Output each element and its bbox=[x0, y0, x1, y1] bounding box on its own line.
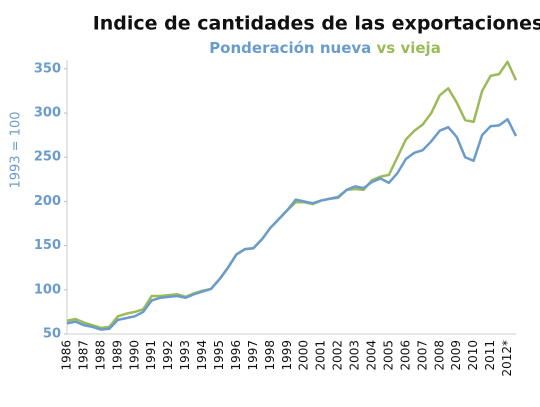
x-tick-label: 2011 bbox=[483, 340, 497, 371]
legend-entry: vieja bbox=[400, 39, 440, 57]
x-tick-label: 1996 bbox=[229, 340, 243, 371]
x-tick-label: 1995 bbox=[212, 340, 226, 371]
x-tick-label: 1993 bbox=[178, 340, 192, 371]
x-tick-label: 2009 bbox=[449, 340, 463, 371]
x-tick-label: 2006 bbox=[398, 340, 412, 371]
x-tick-label: 2008 bbox=[432, 340, 446, 371]
x-tick-label: 1987 bbox=[76, 340, 90, 371]
x-tick-label: 2005 bbox=[381, 340, 395, 371]
x-tick-label: 1994 bbox=[195, 340, 209, 371]
x-tick-label: 1989 bbox=[110, 340, 124, 371]
x-tick-label: 2010 bbox=[466, 340, 480, 371]
legend-entry: Ponderación nueva bbox=[209, 39, 371, 57]
x-tick-label: 2003 bbox=[348, 340, 362, 371]
x-tick-label: 2012* bbox=[500, 340, 514, 377]
series-line bbox=[66, 60, 518, 330]
x-tick-label: 1988 bbox=[93, 340, 107, 371]
y-tick-label: 50 bbox=[43, 327, 61, 342]
y-tick-label: 300 bbox=[34, 106, 61, 121]
x-tick-label: 1997 bbox=[246, 340, 260, 371]
x-tick-label: 1990 bbox=[127, 340, 141, 371]
x-tick-label: 2001 bbox=[314, 340, 328, 371]
x-tick-label: 1998 bbox=[263, 340, 277, 371]
y-tick-label: 200 bbox=[34, 194, 61, 209]
y-tick-label: 100 bbox=[34, 282, 61, 297]
x-tick-label: 2004 bbox=[364, 340, 378, 371]
legend-separator: vs bbox=[377, 39, 396, 57]
chart-title: Indice de cantidades de las exportacione… bbox=[93, 13, 540, 35]
y-tick-label: 150 bbox=[34, 238, 61, 253]
x-tick-label: 1999 bbox=[280, 340, 294, 371]
x-tick-label: 2000 bbox=[297, 340, 311, 371]
x-tick-label: 1986 bbox=[60, 340, 74, 371]
legend: Ponderación nueva vs vieja bbox=[209, 39, 441, 57]
y-axis-label: 1993 = 100 bbox=[9, 111, 24, 188]
series-line bbox=[66, 117, 518, 331]
x-tick-label: 1992 bbox=[161, 340, 175, 371]
x-tick-label: 1991 bbox=[144, 340, 158, 371]
y-tick-label: 250 bbox=[34, 150, 61, 165]
y-tick-label: 350 bbox=[34, 61, 61, 76]
x-tick-label: 2007 bbox=[415, 340, 429, 371]
x-tick-label: 2002 bbox=[331, 340, 345, 371]
